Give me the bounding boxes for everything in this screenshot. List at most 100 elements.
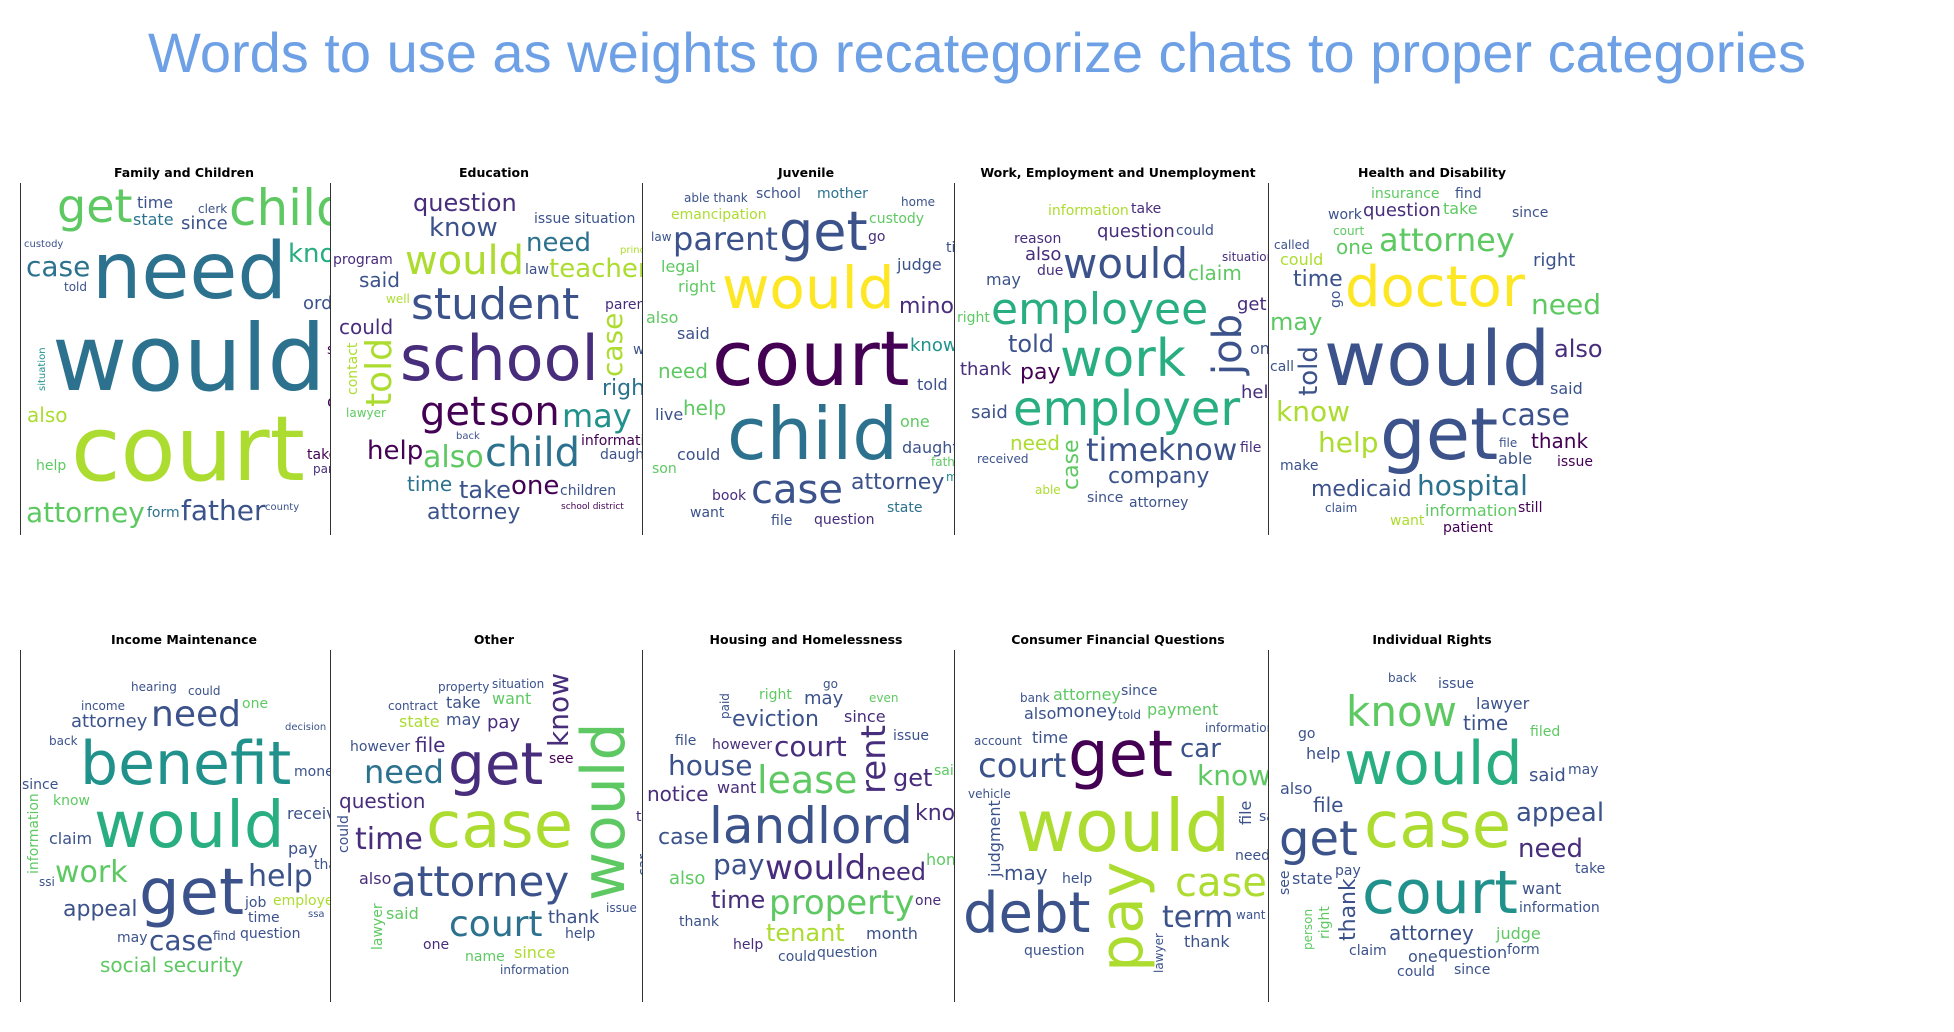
cloud-word: time [137,193,174,212]
cloud-word: want [690,505,725,521]
cloud-word: see [1277,870,1293,895]
cloud-word: claim [1188,261,1242,285]
cloud-word: patient [1443,520,1493,535]
cloud-word: information [500,963,570,977]
cloud-word: appeal [63,897,138,922]
cloud-word: vehicle [968,787,1011,801]
cloud-word: court [1333,224,1365,238]
cloud-word: since [181,213,228,234]
cloud-word: clerk [198,202,228,216]
cloud-word: file [771,513,793,529]
cloud-word: case [658,825,709,850]
cloud-word: want [492,689,532,708]
panel-title: Health and Disability [1358,165,1506,180]
cloud-word: called [1274,238,1310,252]
cloud-word: live [655,405,684,424]
cloud-word: since [844,707,886,726]
cloud-word: would [1063,239,1188,288]
cloud-word: due [1037,263,1064,279]
cloud-word: time [1032,728,1069,747]
cloud-word: one [900,412,930,431]
cloud-word: thank [548,907,600,928]
cloud-word: ssi [39,875,55,889]
cloud-word: told [1294,346,1324,396]
cloud-word: insurance [1371,186,1440,202]
cloud-word: get [779,200,868,263]
cloud-word: help [248,859,313,894]
cloud-word: make [1280,458,1319,474]
cloud-word: also [359,869,392,888]
cloud-word: case [426,789,574,863]
cloud-word: information [1519,900,1600,916]
cloud-word: legal [661,257,700,276]
cloud-word: information [1205,721,1275,735]
cloud-word: could [1280,250,1324,269]
cloud-word: thank [679,914,719,930]
wordcloud-panel: Work, Employment and Unemployment work emp… [944,165,1292,565]
cloud-word: need [151,694,241,735]
cloud-word: one [511,471,560,501]
cloud-word: court [1362,858,1518,928]
cloud-word: told [64,280,87,294]
cloud-word: custody [24,239,64,250]
cloud-word: go [868,229,886,245]
cloud-word: property [769,883,915,923]
wordcloud-panel: Consumer Financial Questions would get pay d… [944,632,1292,1032]
cloud-word: judgment [985,800,1004,877]
cloud-word: decision [285,722,327,733]
cloud-word: may [562,397,632,435]
cloud-word: one [423,937,450,953]
cloud-word: since [1121,683,1158,699]
cloud-word: back [1388,671,1417,685]
cloud-word: take [1131,201,1162,217]
cloud-word: said [386,904,419,923]
cloud-word: emancipation [671,207,767,223]
cloud-word: attorney [427,500,521,525]
cloud-word: account [974,734,1022,748]
word-cloud: would get pay debt case court term know car may mo… [954,650,1291,1002]
wordcloud-panel: Income Maintenance would get benefit need hel… [10,632,358,1032]
cloud-word: help [1318,426,1379,459]
cloud-word: also [27,403,68,427]
cloud-word: right [1317,906,1333,939]
cloud-word: file [1240,440,1262,456]
cloud-word: job [245,895,267,911]
cloud-word: case [149,924,214,957]
cloud-word: notice [647,782,709,806]
cloud-word: thank [1531,429,1589,453]
cloud-word: father [181,494,266,527]
word-cloud: court child would get case parent attorney mino… [642,183,979,535]
word-cloud: work employer employee would job time know told… [954,183,1291,535]
cloud-word: attorney [1129,495,1189,511]
cloud-word: claim [1349,943,1387,959]
wordcloud-panel: Juvenile court child would get case parent atto… [632,165,980,565]
cloud-word: money [294,764,342,780]
cloud-word: need [1531,288,1601,321]
cloud-word: school district [561,502,624,512]
cloud-word: would [1324,314,1551,403]
cloud-word: teacher [549,254,649,284]
cloud-word: ssa [308,909,325,920]
cloud-word: get [1237,294,1267,315]
cloud-word: file [1313,793,1344,817]
cloud-word: would [1344,729,1523,799]
cloud-word: one [242,696,269,712]
cloud-word: county [265,502,300,513]
cloud-word: attorney [391,857,570,906]
cloud-word: case [751,467,843,513]
cloud-word: help [565,926,596,942]
cloud-word: child [485,430,580,476]
cloud-word: said [1550,379,1583,398]
cloud-word: help [1306,744,1341,763]
cloud-word: situation [37,347,48,391]
cloud-word: attorney [71,711,148,732]
cloud-word: thank [1336,878,1361,941]
cloud-word: right [602,376,654,401]
cloud-word: case [26,250,91,283]
cloud-word: hospital [1417,469,1528,502]
cloud-word: company [1108,464,1210,489]
cloud-word: parent [673,220,778,258]
cloud-word: also [1025,244,1062,265]
cloud-word: car [1180,734,1221,764]
cloud-word: help [733,937,764,953]
